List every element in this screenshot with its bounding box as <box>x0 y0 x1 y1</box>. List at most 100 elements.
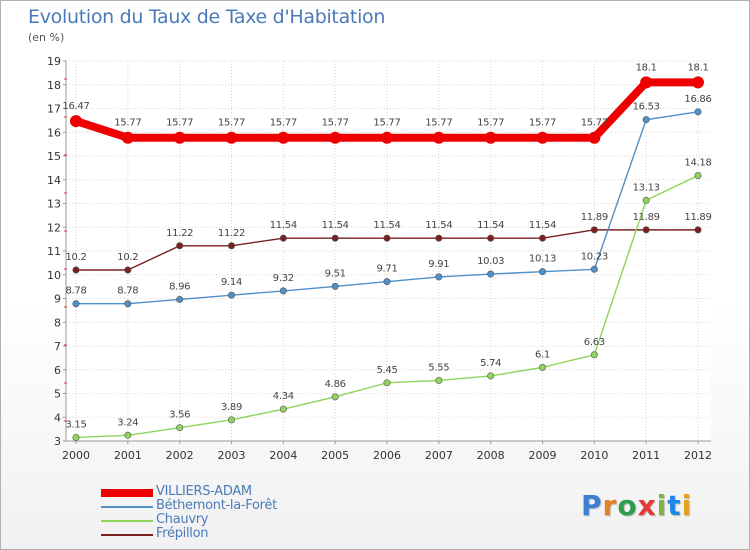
data-label: 15.77 <box>322 118 349 129</box>
y-tick-label: 11 <box>47 245 61 258</box>
data-point <box>590 226 598 234</box>
logo-letter: r <box>602 489 618 522</box>
data-label: 13.13 <box>633 182 660 193</box>
data-point <box>279 234 287 242</box>
data-point <box>70 115 82 128</box>
data-point <box>279 287 287 295</box>
data-point <box>487 372 495 380</box>
data-point <box>124 431 132 439</box>
logo-letter: x <box>637 489 657 522</box>
data-point <box>331 393 339 401</box>
x-tick-label: 2001 <box>114 449 142 462</box>
data-label: 5.45 <box>376 365 397 376</box>
x-tick-label: 2011 <box>632 449 660 462</box>
y-tick-label: 8 <box>54 316 61 329</box>
data-point <box>277 131 290 144</box>
data-point <box>435 376 443 384</box>
y-tick-label: 15 <box>47 150 61 163</box>
data-label: 15.77 <box>529 118 556 129</box>
y-tick-label: 13 <box>47 198 61 211</box>
data-labels: 10.2 10.2 11.22 11.22 11.54 11.54 11.54 11.54 11… <box>62 62 711 430</box>
data-point <box>642 196 650 204</box>
x-tick-label: 2010 <box>580 449 608 462</box>
data-label: 11.89 <box>633 212 660 223</box>
data-label: 11.89 <box>581 212 608 223</box>
legend-swatch <box>101 534 153 536</box>
y-tick-label: 19 <box>47 55 61 68</box>
data-point <box>176 242 184 250</box>
series-group <box>70 76 704 441</box>
x-tick-label: 2008 <box>477 449 505 462</box>
data-label: 15.77 <box>218 118 245 129</box>
legend-swatch <box>101 489 153 497</box>
data-label: 3.15 <box>65 419 86 430</box>
data-label: 5.74 <box>480 358 501 369</box>
data-label: 16.53 <box>633 102 660 113</box>
data-point <box>538 268 546 276</box>
data-label: 9.71 <box>376 264 397 275</box>
data-point <box>72 300 80 308</box>
legend-label: Chauvry <box>156 512 209 527</box>
data-label: 3.89 <box>221 402 242 413</box>
data-point <box>694 108 702 116</box>
data-point <box>435 273 443 281</box>
data-label: 18.1 <box>636 62 657 73</box>
data-label: 14.18 <box>684 157 711 168</box>
data-point <box>383 278 391 286</box>
x-tick-label: 2006 <box>373 449 401 462</box>
data-point <box>588 131 601 144</box>
y-tick-label: 6 <box>54 364 61 377</box>
data-label: 8.78 <box>117 286 138 297</box>
data-label: 11.54 <box>322 220 349 231</box>
data-point <box>484 131 497 144</box>
y-tick-label: 10 <box>47 269 61 282</box>
data-point <box>642 226 650 234</box>
data-point <box>383 234 391 242</box>
logo-letter: t <box>667 489 682 522</box>
data-label: 10.2 <box>65 252 86 263</box>
data-label: 15.77 <box>477 118 504 129</box>
data-label: 15.77 <box>581 118 608 129</box>
data-point <box>173 131 186 144</box>
data-point <box>124 266 132 274</box>
y-tick-label: 14 <box>47 174 61 187</box>
logo-letter: P <box>581 489 603 522</box>
x-tick-label: 2000 <box>62 449 90 462</box>
data-label: 11.54 <box>373 220 400 231</box>
data-label: 10.2 <box>117 252 138 263</box>
data-point <box>72 433 80 441</box>
y-tick-label: 17 <box>47 103 61 116</box>
data-label: 3.56 <box>169 410 190 421</box>
data-label: 10.23 <box>581 251 608 262</box>
x-tick-label: 2009 <box>529 449 557 462</box>
data-label: 18.1 <box>687 62 708 73</box>
data-point <box>640 76 653 89</box>
x-tick-label: 2004 <box>269 449 297 462</box>
data-point <box>381 131 393 144</box>
data-label: 9.14 <box>221 277 242 288</box>
legend-swatch <box>101 506 153 508</box>
data-point <box>694 226 702 234</box>
data-label: 9.91 <box>428 259 449 270</box>
data-label: 11.54 <box>425 220 452 231</box>
data-point <box>72 266 80 274</box>
legend-label: Béthemont-la-Forêt <box>156 498 277 513</box>
data-point <box>176 295 184 303</box>
legend-swatch <box>101 520 153 522</box>
data-point <box>331 282 339 290</box>
y-tick-label: 5 <box>54 388 61 401</box>
data-point <box>124 300 132 308</box>
y-tick-label: 4 <box>54 411 61 424</box>
data-label: 15.77 <box>373 118 400 129</box>
y-tick-label: 3 <box>54 435 61 448</box>
y-tick-label: 12 <box>47 221 61 234</box>
data-label: 3.24 <box>117 417 138 428</box>
y-tick-label: 7 <box>54 340 61 353</box>
data-label: 8.78 <box>65 286 86 297</box>
data-point <box>225 131 238 144</box>
x-tick-label: 2005 <box>321 449 349 462</box>
data-label: 16.47 <box>62 101 89 112</box>
x-tick-label: 2003 <box>218 449 246 462</box>
unit-label: (en %) <box>28 31 65 44</box>
data-point <box>432 131 445 144</box>
